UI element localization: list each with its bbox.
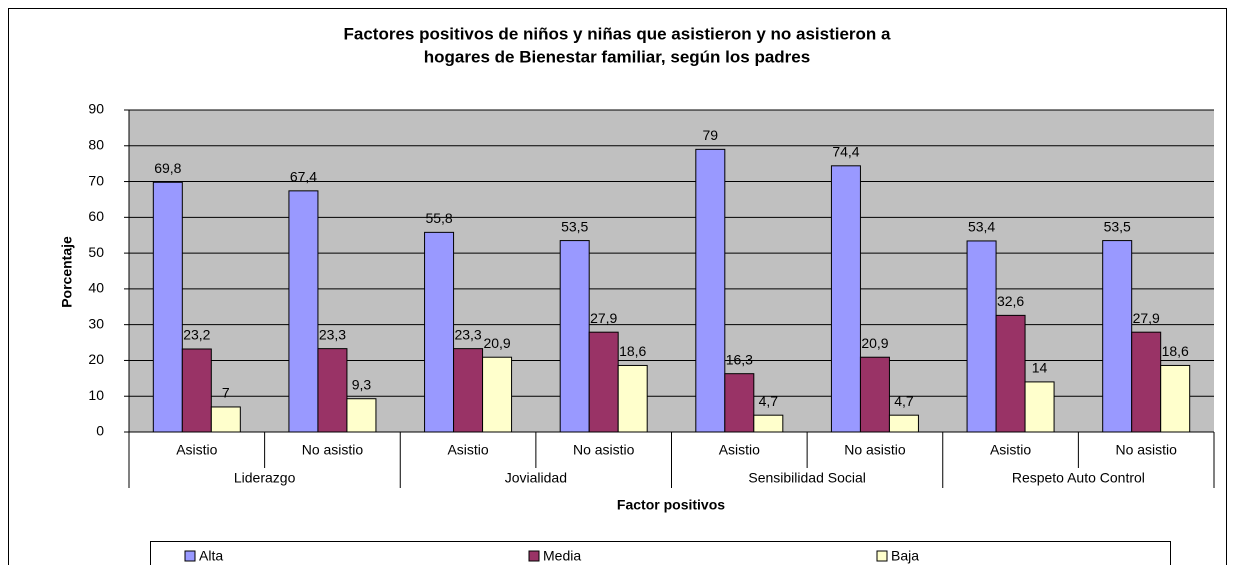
legend-label: Alta: [199, 548, 223, 564]
data-label: 67,4: [290, 169, 317, 185]
y-tick-label: 80: [88, 136, 104, 152]
x-tick-label: Asistio: [719, 442, 760, 458]
legend: [150, 541, 1171, 565]
y-tick-label: 10: [88, 387, 104, 403]
data-label: 18,6: [1162, 343, 1189, 359]
legend-swatch: [876, 550, 888, 562]
y-tick-label: 60: [88, 208, 104, 224]
data-label: 9,3: [352, 376, 372, 392]
data-label: 18,6: [619, 343, 646, 359]
y-tick-label: 0: [96, 423, 104, 439]
bar: [288, 190, 319, 433]
bar: [1131, 331, 1162, 433]
data-label: 69,8: [154, 160, 181, 176]
x-axis-title: Factor positivos: [617, 497, 725, 513]
data-label: 16,3: [726, 351, 753, 367]
group-label: Respeto Auto Control: [1012, 470, 1145, 486]
x-tick-label: No asistio: [844, 442, 906, 458]
data-label: 53,4: [968, 219, 995, 235]
data-label: 20,9: [861, 335, 888, 351]
legend-swatch: [528, 550, 540, 562]
data-label: 4,7: [894, 393, 914, 409]
data-label: 79: [703, 127, 719, 143]
bar: [830, 165, 861, 433]
bar: [346, 398, 377, 433]
x-tick-label: No asistio: [1115, 442, 1177, 458]
bar: [966, 240, 997, 433]
bar: [1160, 364, 1191, 433]
y-tick-label: 50: [88, 244, 104, 260]
bar: [1024, 381, 1055, 433]
legend-swatch: [184, 550, 196, 562]
y-tick-label: 40: [88, 280, 104, 296]
data-label: 32,6: [997, 293, 1024, 309]
x-tick-label: Asistio: [176, 442, 217, 458]
chart-title: hogares de Bienestar familiar, según los…: [424, 47, 810, 66]
bar: [152, 181, 183, 433]
bar: [317, 348, 348, 433]
data-label: 55,8: [425, 210, 452, 226]
x-tick-label: No asistio: [302, 442, 364, 458]
y-tick-label: 70: [88, 172, 104, 188]
data-label: 23,2: [183, 327, 210, 343]
bar: [888, 414, 919, 433]
data-label: 4,7: [759, 393, 779, 409]
bar: [1102, 240, 1133, 433]
bar: [482, 356, 513, 433]
data-label: 14: [1032, 360, 1048, 376]
bar: [424, 231, 455, 433]
data-label: 74,4: [832, 144, 859, 160]
legend-label: Media: [543, 548, 581, 564]
bar: [695, 148, 726, 433]
bar: [995, 314, 1026, 433]
bar: [753, 414, 784, 433]
bar: [181, 348, 212, 433]
data-label: 53,5: [1104, 218, 1131, 234]
bar: [453, 348, 484, 433]
legend-label: Baja: [891, 548, 919, 564]
data-label: 27,9: [590, 310, 617, 326]
group-label: Liderazgo: [234, 470, 296, 486]
bar: [210, 406, 241, 433]
x-tick-label: Asistio: [447, 442, 488, 458]
data-label: 23,3: [319, 326, 346, 342]
group-label: Sensibilidad Social: [748, 470, 866, 486]
x-tick-label: No asistio: [573, 442, 635, 458]
y-tick-label: 90: [88, 101, 104, 117]
data-label: 53,5: [561, 218, 588, 234]
bar: [588, 331, 619, 433]
group-label: Jovialidad: [505, 470, 567, 486]
y-tick-label: 30: [88, 315, 104, 331]
bar: [617, 364, 648, 433]
chart-title: Factores positivos de niños y niñas que …: [344, 24, 892, 43]
data-label: 20,9: [483, 335, 510, 351]
bar: [724, 373, 755, 433]
y-axis-title: Porcentaje: [59, 236, 75, 308]
bar: [559, 240, 590, 433]
x-tick-label: Asistio: [990, 442, 1031, 458]
bar: [859, 356, 890, 433]
y-tick-label: 20: [88, 351, 104, 367]
data-label: 7: [222, 385, 230, 401]
data-label: 23,3: [454, 326, 481, 342]
data-label: 27,9: [1133, 310, 1160, 326]
